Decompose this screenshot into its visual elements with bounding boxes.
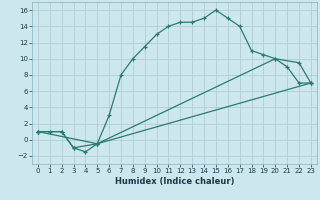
- X-axis label: Humidex (Indice chaleur): Humidex (Indice chaleur): [115, 177, 234, 186]
